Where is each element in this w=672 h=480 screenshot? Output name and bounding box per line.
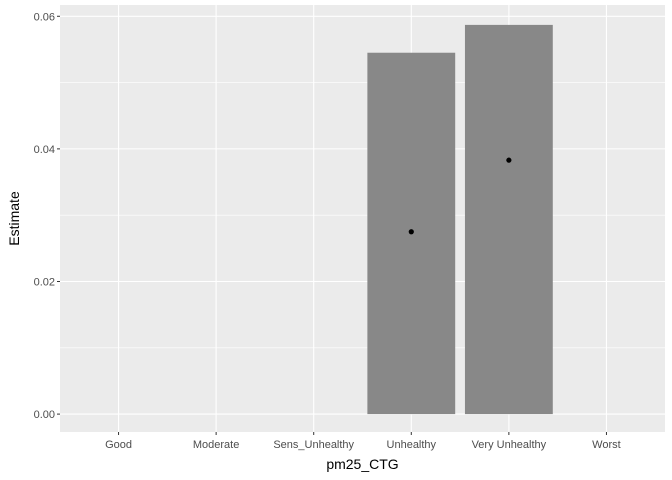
x-axis: Good Moderate Sens_Unhealthy Unhealthy Very … [105,432,621,451]
x-tick-label: Good [105,439,132,451]
bar [464,24,553,415]
y-axis: 0.00 0.02 0.04 0.06 [34,11,60,421]
data-point [506,157,512,163]
x-tick-label: Worst [592,439,621,451]
points-layer [408,157,512,235]
x-tick-label: Moderate [193,439,239,451]
plot-panel [60,5,665,432]
minor-gridlines [60,82,665,349]
data-point [408,229,414,235]
y-axis-title: Estimate [6,191,22,246]
x-axis-title: pm25_CTG [326,456,398,472]
y-tick-label: 0.06 [34,11,55,23]
y-tick-label: 0.02 [34,276,55,288]
y-tick-label: 0.00 [34,409,55,421]
y-tick-label: 0.04 [34,144,55,156]
x-tick-label: Sens_Unhealthy [273,439,354,451]
x-tick-label: Unhealthy [387,439,437,451]
x-tick-label: Very Unhealthy [472,439,547,451]
